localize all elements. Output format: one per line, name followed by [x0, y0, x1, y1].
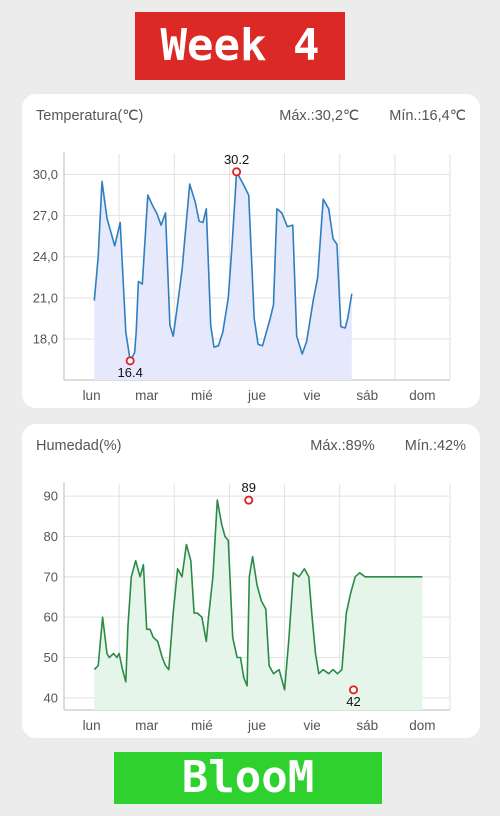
- temperature-card-header: Temperatura(℃) Máx.:30,2℃ Mín.:16,4℃: [36, 108, 466, 130]
- humidity-xtick-label: dom: [409, 718, 435, 733]
- temperature-xtick-label: dom: [409, 388, 435, 403]
- temperature-ytick-label: 30,0: [33, 167, 58, 182]
- temperature-line: [93, 171, 353, 362]
- humidity-ytick-label: 80: [44, 529, 58, 544]
- humidity-xtick-label: lun: [83, 718, 101, 733]
- humidity-xtick-label: mié: [191, 718, 213, 733]
- humidity-card-header: Humedad(%) Máx.:89% Mín.:42%: [36, 438, 466, 460]
- temperature-max: Máx.:30,2℃: [279, 108, 360, 124]
- temperature-min: Mín.:16,4℃: [389, 108, 466, 124]
- humidity-xtick-label: sáb: [356, 718, 378, 733]
- humidity-xtick-label: jue: [247, 718, 266, 733]
- week-banner: Week 4: [135, 12, 345, 80]
- temperature-xtick-label: lun: [83, 388, 101, 403]
- humidity-ytick-label: 60: [44, 610, 58, 625]
- temperature-xtick-label: jue: [247, 388, 266, 403]
- temperature-ytick-label: 18,0: [33, 331, 58, 346]
- humidity-xtick-label: mar: [135, 718, 159, 733]
- humidity-line: [93, 499, 423, 691]
- temperature-ytick-label: 27,0: [33, 208, 58, 223]
- temperature-xtick-label: vie: [304, 388, 321, 403]
- humidity-ytick-label: 50: [44, 650, 58, 665]
- humidity-ytick-label: 70: [44, 569, 58, 584]
- humidity-marker: [348, 685, 358, 695]
- temperature-xtick-label: mié: [191, 388, 213, 403]
- humidity-marker-label: 42: [346, 694, 360, 709]
- temperature-title: Temperatura(℃): [36, 108, 144, 124]
- temperature-marker: [125, 356, 135, 366]
- humidity-chart: 40 50 60 70 80 90 lun mar mié jue vie sáb dom 89 42: [44, 480, 451, 733]
- humidity-marker-label: 89: [241, 480, 255, 495]
- humidity-max: Máx.:89%: [310, 438, 375, 454]
- humidity-card: Humedad(%) Máx.:89% Mín.:42% 40 50 60 70 80 9…: [22, 424, 480, 738]
- temperature-xtick-label: mar: [135, 388, 159, 403]
- temperature-chart: 18,0 21,0 24,0 27,0 30,0 lun mar mié jue vie sáb do…: [33, 152, 451, 403]
- temperature-xtick-label: sáb: [356, 388, 378, 403]
- bloom-banner: BlooM: [114, 752, 382, 804]
- humidity-xtick-label: vie: [304, 718, 321, 733]
- humidity-area: [94, 500, 423, 710]
- temperature-marker-label: 30.2: [224, 152, 249, 167]
- temperature-marker-label: 16.4: [118, 365, 143, 380]
- humidity-ytick-label: 90: [44, 489, 58, 504]
- temperature-card: Temperatura(℃) Máx.:30,2℃ Mín.:16,4℃ 18,…: [22, 94, 480, 408]
- humidity-marker: [244, 495, 254, 505]
- humidity-stats: Máx.:89% Mín.:42%: [284, 438, 466, 454]
- humidity-ytick-label: 40: [44, 690, 58, 705]
- temperature-area: [94, 171, 352, 380]
- temperature-ytick-label: 24,0: [33, 249, 58, 264]
- temperature-ytick-label: 21,0: [33, 290, 58, 305]
- temperature-marker: [232, 167, 242, 177]
- temperature-stats: Máx.:30,2℃ Mín.:16,4℃: [253, 108, 466, 124]
- humidity-min: Mín.:42%: [404, 438, 466, 454]
- humidity-title: Humedad(%): [36, 438, 122, 454]
